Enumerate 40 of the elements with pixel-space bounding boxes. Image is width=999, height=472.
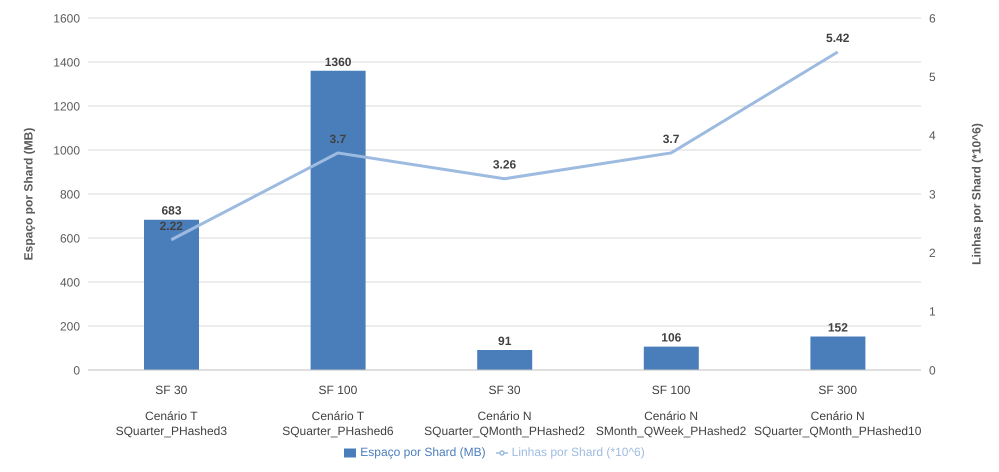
bar [144, 220, 199, 370]
y-axis-title: Espaço por Shard (MB) [21, 128, 36, 260]
y-tick-label: 1400 [53, 55, 80, 70]
y-tick-label: 0 [73, 363, 80, 378]
y2-tick-label: 3 [929, 187, 936, 202]
data-label: 1360 [324, 54, 352, 69]
data-label: 3.26 [492, 158, 516, 172]
bar [810, 336, 866, 370]
y2-tick-label: 6 [929, 11, 936, 26]
y-tick-label: 1200 [53, 99, 80, 114]
data-label: 3.7 [662, 132, 680, 146]
x-tick-label: SF 100 Cenário N SMonth_QWeek_PHashed2 [596, 383, 747, 438]
data-label: 683 [161, 204, 182, 218]
data-label: 152 [828, 320, 848, 335]
data-label: 106 [661, 330, 682, 345]
y2-axis-title: Linhas por Shard (*10^6) [969, 123, 984, 265]
bar [644, 346, 699, 370]
legend-label: Linhas por Shard (*10^6) [512, 445, 645, 459]
data-label: 3.7 [330, 132, 347, 146]
x-tick-label: SF 30 Cenário N SQuarter_QMonth_PHashed2 [424, 383, 586, 438]
y-tick-label: 800 [60, 187, 80, 202]
x-tick-label: SF 100 Cenário T SQuarter_PHashed6 [282, 383, 394, 438]
y-tick-label: 400 [60, 275, 80, 290]
x-tick-label: SF 300 Cenário N SQuarter_QMonth_PHashed10 [754, 383, 922, 438]
y2-tick-label: 0 [929, 363, 936, 378]
bar [477, 350, 532, 370]
data-label: 91 [498, 334, 512, 348]
x-tick-label: SF 30 Cenário T SQuarter_PHashed3 [116, 383, 228, 438]
y2-tick-label: 4 [929, 128, 936, 143]
y2-tick-label: 2 [929, 246, 936, 260]
y-tick-label: 200 [60, 319, 80, 334]
bar [310, 70, 366, 370]
y-tick-label: 1000 [53, 143, 80, 158]
y-tick-label: 1600 [53, 11, 80, 26]
data-label: 2.22 [160, 218, 184, 233]
legend-label: Espaço por Shard (MB) [360, 445, 486, 459]
y2-tick-label: 5 [929, 70, 936, 84]
data-label: 5.42 [826, 31, 850, 46]
y-tick-label: 600 [60, 231, 80, 246]
y2-tick-label: 1 [929, 304, 936, 319]
